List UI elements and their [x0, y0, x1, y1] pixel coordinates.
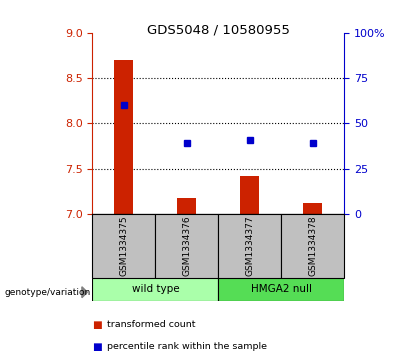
Text: HMGA2 null: HMGA2 null — [251, 285, 312, 294]
Bar — [92, 278, 218, 301]
Text: GSM1334378: GSM1334378 — [308, 216, 318, 276]
Bar — [281, 214, 344, 278]
Text: GSM1334377: GSM1334377 — [245, 216, 255, 276]
Bar — [241, 176, 260, 214]
Bar — [218, 214, 281, 278]
Text: ■: ■ — [92, 342, 102, 352]
Bar — [218, 278, 344, 301]
Text: genotype/variation: genotype/variation — [4, 288, 90, 297]
Text: GSM1334375: GSM1334375 — [119, 216, 129, 276]
Text: transformed count: transformed count — [107, 321, 196, 329]
Polygon shape — [82, 287, 87, 298]
Bar — [114, 60, 134, 214]
Text: GDS5048 / 10580955: GDS5048 / 10580955 — [147, 24, 290, 37]
Text: ■: ■ — [92, 320, 102, 330]
Bar — [178, 198, 197, 214]
Text: wild type: wild type — [131, 285, 179, 294]
Bar — [92, 214, 155, 278]
Bar — [155, 214, 218, 278]
Text: percentile rank within the sample: percentile rank within the sample — [107, 342, 267, 351]
Text: GSM1334376: GSM1334376 — [182, 216, 192, 276]
Bar — [304, 203, 323, 214]
